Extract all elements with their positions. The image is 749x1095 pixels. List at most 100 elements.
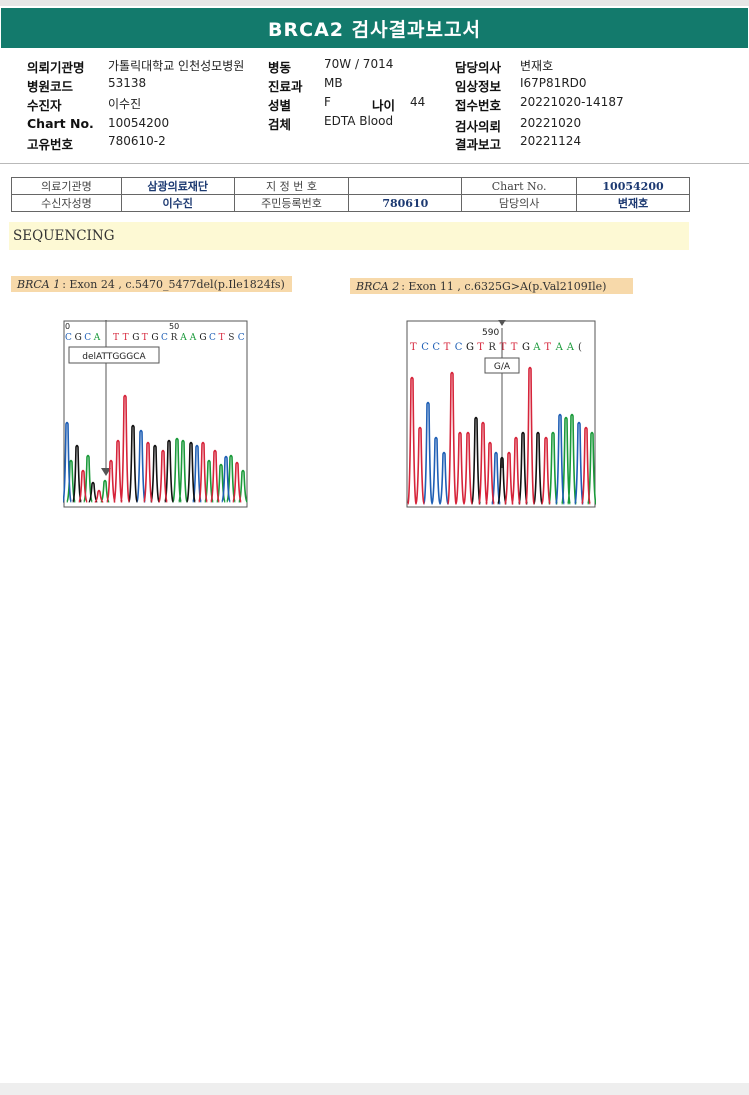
trace-line (423, 401, 584, 505)
trace-line (548, 413, 596, 505)
trace-line (72, 424, 196, 503)
base-call-letter: R (171, 333, 178, 343)
section-title: SEQUENCING (9, 222, 689, 250)
info-label-specimen: 검체 (268, 117, 292, 132)
table-cell: 변재호 (576, 194, 690, 212)
info-label-chart-no: Chart No. (27, 116, 94, 131)
base-call-letter: C (432, 342, 440, 353)
base-call-letter: T (113, 333, 119, 343)
pointer-arrow-icon (101, 468, 111, 476)
position-number-label: 50 (169, 322, 179, 331)
info-label-hospital-code: 병원코드 (27, 79, 74, 94)
page-top-border (0, 0, 749, 6)
base-call-letter: G (132, 333, 139, 343)
table-row: 수신자성명 이수진 주민등록번호 780610 담당의사 변재호 (11, 194, 690, 212)
info-value-report-date: 20221124 (520, 134, 582, 148)
base-call-letter: T (123, 333, 129, 343)
variant-gene: BRCA 2 (356, 279, 400, 293)
table-cell: 의료기관명 (11, 177, 122, 195)
trace-line (63, 421, 231, 503)
info-value-sex: F (324, 95, 331, 109)
chromatogram-2: 590 T C C T C G T R T T G A T A A( G/A (406, 320, 596, 508)
trace-line (78, 394, 242, 503)
base-call-letter: C (421, 342, 429, 353)
lab-id-table: 의료기관명 삼광의료재단 지 정 번 호 Chart No. 10054200 … (11, 177, 690, 212)
variant-label-2: BRCA 2 : Exon 11 , c.6325G>A(p.Val2109Il… (350, 278, 633, 294)
base-call-letter: T (142, 333, 148, 343)
info-value-chart-no: 10054200 (108, 116, 170, 130)
patient-info-grid: 의뢰기관명 가톨릭대학교 인천성모병원 병원코드 53138 수진자 이수진 C… (27, 55, 727, 152)
table-cell: 이수진 (120, 194, 235, 212)
base-call-letter: R (488, 342, 496, 353)
base-call-letter: A (555, 342, 564, 353)
info-label-request-date: 검사의뢰 (455, 119, 502, 134)
info-label-clinical-info: 임상정보 (455, 79, 502, 94)
base-call-sequence: T C C T C G T R T T G A T A A( (410, 342, 582, 353)
header-divider (0, 163, 749, 164)
base-call-letter: T (477, 342, 484, 353)
base-call-letter: C (161, 333, 168, 343)
info-label-patient-name: 수진자 (27, 98, 62, 113)
info-label-physician: 담당의사 (455, 60, 502, 75)
table-cell: 수신자성명 (11, 194, 122, 212)
table-cell: 삼광의료재단 (120, 177, 235, 195)
info-value-patient-name: 이수진 (108, 97, 142, 111)
base-call-letter: A (179, 333, 187, 343)
table-cell: 지 정 번 호 (233, 177, 350, 195)
info-label-age: 나이 (372, 98, 396, 113)
variant-detail: : Exon 11 , c.6325G>A(p.Val2109Ile) (401, 279, 607, 293)
base-call-letter: G (522, 342, 530, 353)
base-call-letter: A (93, 333, 101, 343)
info-label-requesting-institution: 의뢰기관명 (27, 60, 85, 75)
info-value-physician: 변재호 (520, 59, 554, 73)
table-cell: 주민등록번호 (233, 194, 350, 212)
base-call-letter: S (228, 333, 234, 343)
position-start-label: 0 (65, 322, 70, 331)
info-value-clinical-info: I67P81RD0 (520, 76, 587, 90)
table-cell: Chart No. (461, 177, 578, 195)
base-call-letter: T (444, 342, 451, 353)
trace-line (66, 437, 248, 503)
page-footer-bar (0, 1083, 749, 1095)
base-call-letter: C (84, 333, 91, 343)
variant-detail: : Exon 24 , c.5470_5477del(p.Ile1824fs) (62, 277, 285, 291)
base-call-letter: C (238, 333, 245, 343)
callout-text: G/A (494, 362, 511, 372)
info-value-department: MB (324, 76, 343, 90)
callout-box (484, 357, 520, 374)
table-cell: 담당의사 (461, 194, 578, 212)
info-label-unique-id: 고유번호 (27, 137, 74, 152)
info-label-report-date: 결과보고 (455, 137, 502, 152)
report-title: BRCA2 검사결과보고서 (1, 8, 748, 48)
base-call-letter: T (410, 342, 417, 353)
base-call-letter: T (500, 342, 507, 353)
info-label-accession-no: 접수번호 (455, 98, 502, 113)
trace-group (407, 366, 596, 505)
trace-line (471, 416, 543, 505)
position-number-label: 590 (482, 328, 499, 338)
base-call-letter: A (566, 342, 575, 353)
base-call-letter: G (151, 333, 158, 343)
base-call-letter: C (209, 333, 216, 343)
callout-text: delATTGGGCA (82, 352, 146, 362)
base-call-letter: T (544, 342, 551, 353)
info-value-accession-no: 20221020-14187 (520, 95, 624, 109)
pointer-arrow-icon (498, 320, 506, 326)
info-label-department: 진료과 (268, 79, 303, 94)
base-call-letter: A (532, 342, 541, 353)
table-row: 의료기관명 삼광의료재단 지 정 번 호 Chart No. 10054200 (11, 177, 690, 195)
variant-gene: BRCA 1 (17, 277, 61, 291)
base-call-letter: C (455, 342, 463, 353)
info-value-age: 44 (410, 95, 426, 109)
base-call-letter: C (65, 333, 72, 343)
base-call-letter: G (466, 342, 474, 353)
trace-line (407, 366, 591, 505)
base-call-letter: T (511, 342, 518, 353)
table-cell (348, 177, 463, 195)
chromatogram-svg: 590 T C C T C G T R T T G A T A A( G/A (406, 320, 596, 508)
base-call-letter: T (219, 333, 225, 343)
variant-label-1: BRCA 1 : Exon 24 , c.5470_5477del(p.Ile1… (11, 276, 292, 292)
base-call-letter: G (199, 333, 206, 343)
